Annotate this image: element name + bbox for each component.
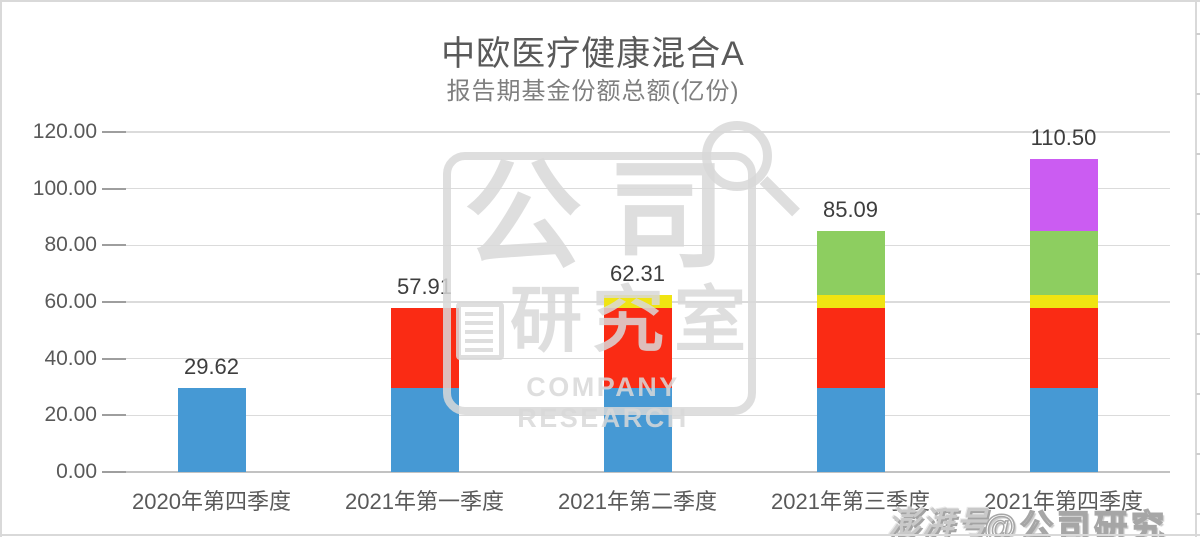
right-edge-tick	[1196, 393, 1200, 395]
gridline	[126, 187, 1170, 190]
y-axis-label: 60.00	[44, 290, 97, 313]
y-axis-tick	[102, 301, 126, 303]
frame-border-right	[1195, 0, 1197, 537]
bar-segment-green	[816, 230, 885, 296]
y-axis-label: 120.00	[32, 120, 97, 143]
chart-subtitle: 报告期基金份额总额(亿份)	[446, 78, 740, 105]
y-axis-label: 80.00	[44, 233, 97, 257]
x-axis-label: 2021年第一季度	[345, 489, 504, 514]
y-axis-label: 0.00	[56, 460, 97, 483]
x-axis-line	[105, 471, 1170, 473]
frame-border-bottom	[0, 534, 1200, 536]
bar	[603, 295, 672, 472]
right-edge-tick	[1196, 513, 1200, 515]
y-axis-label: 20.00	[44, 403, 97, 427]
bar-segment-blue	[390, 388, 459, 472]
bar	[390, 307, 459, 472]
bar-segment-yellow	[1029, 295, 1098, 308]
frame-border-left	[0, 0, 2, 537]
bar-segment-yellow	[816, 295, 885, 308]
bar	[177, 388, 246, 472]
gridline	[126, 131, 1170, 133]
bar-segment-yellow	[603, 295, 672, 308]
bar-segment-green	[1029, 230, 1098, 296]
bar-value-label: 62.31	[609, 261, 666, 287]
pengpai-logo: 澎湃号	[888, 505, 991, 537]
bar-segment-blue	[177, 388, 246, 472]
bar	[816, 230, 885, 472]
x-axis-label: 2021年第三季度	[771, 489, 930, 514]
x-axis-label: 2021年第四季度	[984, 489, 1143, 514]
bar	[1029, 158, 1098, 472]
right-edge-tick	[1196, 153, 1200, 155]
x-axis-label: 2021年第二季度	[558, 489, 717, 514]
right-edge-tick	[1196, 33, 1200, 35]
bar-segment-red	[390, 307, 459, 389]
bar-segment-blue	[603, 388, 672, 472]
gridline	[126, 244, 1170, 247]
y-axis-tick	[102, 414, 126, 417]
bar-value-label: 110.50	[1030, 124, 1097, 150]
right-edge-tick	[1196, 93, 1200, 95]
y-axis-tick	[102, 187, 126, 190]
bar-value-label: 57.91	[396, 273, 453, 299]
frame-border-top	[0, 0, 1200, 2]
y-axis-label: 40.00	[44, 346, 97, 370]
right-edge-tick	[1196, 213, 1200, 215]
bar-segment-purple	[1029, 158, 1098, 231]
right-edge-tick	[1196, 453, 1200, 455]
chart-title: 中欧医疗健康混合A	[441, 35, 745, 73]
y-axis-tick	[102, 471, 126, 473]
bar-segment-red	[816, 307, 885, 389]
right-edge-tick	[1196, 333, 1200, 335]
bar-segment-red	[1029, 307, 1098, 389]
bar-segment-red	[603, 307, 672, 389]
bar-segment-blue	[816, 388, 885, 472]
y-axis-tick	[102, 357, 126, 360]
bar-value-label: 85.09	[822, 196, 879, 222]
y-axis-tick	[102, 244, 126, 247]
bar-value-label: 29.62	[183, 354, 240, 380]
y-axis-label: 100.00	[32, 176, 97, 200]
x-axis-label: 2020年第四季度	[132, 489, 291, 514]
y-axis-tick	[102, 131, 126, 133]
right-edge-tick	[1196, 273, 1200, 275]
bar-segment-blue	[1029, 388, 1098, 472]
